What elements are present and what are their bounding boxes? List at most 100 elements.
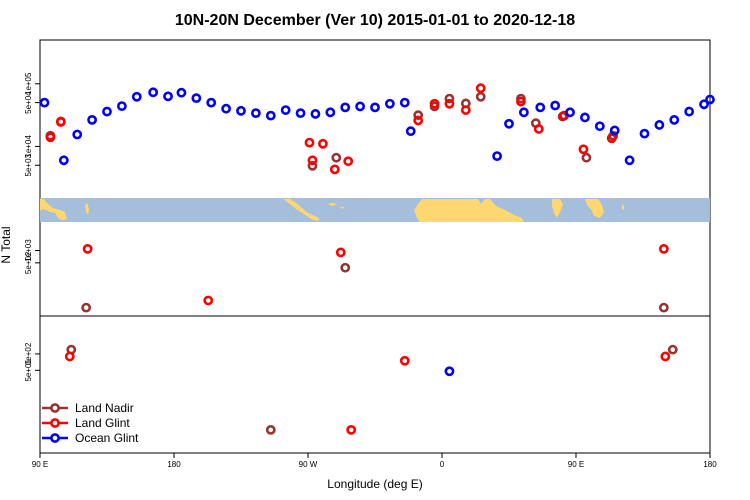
point-ocean-glint-21 <box>355 101 366 112</box>
point-land-glint-4 <box>203 295 214 306</box>
point-ocean-glint-28 <box>504 118 514 129</box>
point-land-glint-11 <box>346 424 357 435</box>
y-tick-label-upper-3: 1e+05 <box>24 72 33 95</box>
point-ocean-glint-10 <box>191 93 202 104</box>
point-ocean-glint-1 <box>58 155 69 166</box>
point-ocean-glint-39 <box>669 114 680 125</box>
x-tick-label-0: 90 E <box>32 460 48 469</box>
y-tick-label-upper-1: 1e+04 <box>24 135 33 158</box>
legend-label-land-glint: Land Glint <box>75 416 130 430</box>
point-ocean-glint-23 <box>384 98 395 109</box>
point-ocean-glint-12 <box>221 103 232 114</box>
point-land-glint-6 <box>317 138 328 149</box>
map-land-islands-east <box>622 204 624 210</box>
legend-marker-land-nadir <box>50 403 60 413</box>
point-land-glint-2 <box>82 243 93 254</box>
point-land-glint-18 <box>516 96 526 107</box>
point-ocean-glint-29 <box>518 107 529 118</box>
map-land-southeast-asia <box>585 199 604 218</box>
point-ocean-glint-37 <box>639 128 650 139</box>
plot-frame <box>39 39 711 454</box>
map-land-india <box>552 199 563 218</box>
point-ocean-glint-0 <box>39 97 50 108</box>
point-land-glint-15 <box>444 98 455 109</box>
point-land-nadir-2 <box>81 302 92 313</box>
point-ocean-glint-25 <box>405 126 416 137</box>
point-land-nadir-18 <box>658 302 669 313</box>
legend-marker-ocean-glint <box>50 433 60 443</box>
point-ocean-glint-18 <box>310 109 321 119</box>
legend-label-ocean-glint: Ocean Glint <box>75 431 139 445</box>
legend-marker-land-glint <box>50 418 60 428</box>
point-land-glint-21 <box>578 144 589 155</box>
point-ocean-glint-42 <box>705 94 715 105</box>
y-axis-label: N Total <box>0 226 13 263</box>
point-ocean-glint-35 <box>609 125 620 136</box>
point-ocean-glint-11 <box>206 97 217 108</box>
legend-label-land-nadir: Land Nadir <box>75 401 134 415</box>
data-points <box>39 83 715 435</box>
point-land-glint-22 <box>606 133 617 144</box>
point-land-glint-16 <box>460 105 471 115</box>
point-ocean-glint-40 <box>684 106 695 117</box>
x-tick-label-3: 0 <box>440 460 445 469</box>
x-tick-label-2: 90 W <box>299 460 318 469</box>
x-tick-label-5: 180 <box>703 460 717 469</box>
point-ocean-glint-7 <box>148 87 159 98</box>
x-tick-label-1: 180 <box>167 460 181 469</box>
point-land-nadir-5 <box>340 262 351 273</box>
y-tick-label-upper-2: 5e+04 <box>24 91 33 114</box>
point-land-nadir-8 <box>413 110 424 121</box>
point-ocean-glint-24 <box>399 97 410 108</box>
point-ocean-glint-4 <box>102 106 112 117</box>
map-land-philippines <box>85 203 89 215</box>
point-ocean-glint-16 <box>280 105 291 115</box>
point-ocean-glint-6 <box>131 91 142 102</box>
point-ocean-glint-38 <box>654 120 665 130</box>
point-land-glint-19 <box>533 124 544 134</box>
point-ocean-glint-13 <box>236 105 246 116</box>
point-land-glint-7 <box>304 137 315 148</box>
y-tick-label-middle-1: 1e+03 <box>24 239 33 262</box>
map-land-asia-west <box>40 199 67 220</box>
point-ocean-glint-17 <box>295 108 306 119</box>
point-land-nadir-10 <box>444 93 455 104</box>
point-ocean-glint-33 <box>580 112 590 123</box>
point-ocean-glint-27 <box>492 151 502 162</box>
point-land-nadir-6 <box>265 424 276 435</box>
point-land-glint-0 <box>45 132 56 143</box>
point-ocean-glint-31 <box>550 100 561 111</box>
point-ocean-glint-32 <box>565 107 575 118</box>
point-land-nadir-12 <box>475 91 486 102</box>
point-land-glint-10 <box>335 247 346 258</box>
point-land-glint-13 <box>413 115 424 126</box>
y-tick-label-upper-0: 5e+03 <box>24 153 33 176</box>
point-ocean-glint-5 <box>116 101 127 112</box>
point-ocean-glint-2 <box>72 129 83 140</box>
point-land-glint-9 <box>343 156 354 167</box>
point-land-glint-3 <box>64 351 75 362</box>
map-strip <box>40 198 710 222</box>
point-land-glint-8 <box>329 164 340 175</box>
map-land-caribbean <box>327 203 344 209</box>
point-land-glint-24 <box>660 351 671 362</box>
point-ocean-glint-9 <box>176 87 187 98</box>
point-ocean-glint-26 <box>444 366 455 377</box>
map-land-mexico <box>283 199 320 221</box>
point-ocean-glint-34 <box>594 121 605 132</box>
point-ocean-glint-3 <box>87 114 98 125</box>
point-land-nadir-16 <box>581 152 592 163</box>
chart-title: 10N-20N December (Ver 10) 2015-01-01 to … <box>175 12 575 29</box>
point-ocean-glint-30 <box>535 102 546 113</box>
y-tick-label-lower-1: 1e+02 <box>24 342 33 365</box>
point-ocean-glint-20 <box>340 102 351 113</box>
point-land-glint-17 <box>475 83 486 94</box>
point-ocean-glint-22 <box>370 102 380 113</box>
point-land-glint-14 <box>429 98 440 109</box>
point-ocean-glint-14 <box>250 108 261 119</box>
map-land-africa <box>414 199 524 222</box>
point-land-nadir-4 <box>331 152 342 163</box>
